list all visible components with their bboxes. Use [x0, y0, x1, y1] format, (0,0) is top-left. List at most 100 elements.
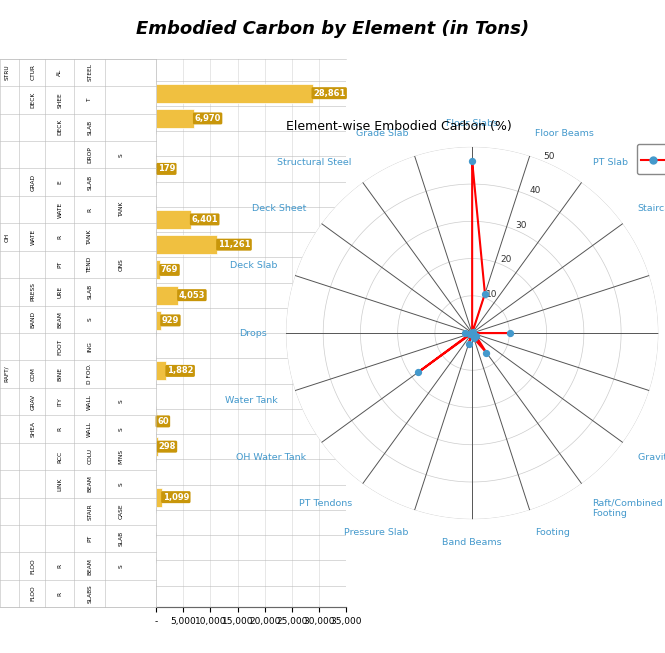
Text: 1,099: 1,099	[163, 492, 189, 502]
Text: SLAB: SLAB	[87, 174, 92, 190]
Text: DROP: DROP	[87, 146, 92, 163]
Text: STAIR: STAIR	[87, 503, 92, 520]
Text: S: S	[118, 482, 124, 486]
Text: SLAB: SLAB	[87, 119, 92, 135]
Text: FLOO: FLOO	[31, 558, 36, 574]
Text: TANK: TANK	[87, 229, 92, 245]
Text: WATE: WATE	[31, 229, 36, 245]
Bar	[156, 311, 162, 330]
Text: OH: OH	[4, 232, 9, 242]
Point	[467, 328, 477, 338]
Point	[481, 347, 491, 358]
Text: STRU: STRU	[4, 65, 9, 80]
Point	[467, 328, 477, 338]
Text: Deck Slab: Deck Slab	[230, 261, 277, 270]
Text: SHEE: SHEE	[57, 92, 63, 108]
Text: PT: PT	[57, 261, 63, 268]
Bar	[156, 286, 178, 305]
Bar	[156, 235, 217, 254]
Text: PT: PT	[87, 535, 92, 542]
Point	[467, 328, 477, 338]
Text: FLOO: FLOO	[31, 586, 36, 601]
Text: R: R	[57, 427, 63, 431]
Text: FOOT: FOOT	[57, 339, 63, 355]
Text: GRAD: GRAD	[31, 174, 36, 191]
Text: PRESS: PRESS	[31, 282, 36, 302]
Text: M'NS: M'NS	[118, 449, 124, 464]
Point	[464, 338, 474, 349]
Text: R: R	[57, 235, 63, 239]
Text: SLAB: SLAB	[118, 531, 124, 547]
Text: SHEA: SHEA	[31, 421, 36, 437]
Text: 929: 929	[162, 316, 179, 325]
Text: Footing: Footing	[535, 528, 571, 537]
Text: RCC: RCC	[57, 451, 63, 462]
Point	[505, 328, 515, 338]
Point	[465, 328, 475, 339]
Text: Floor Beams: Floor Beams	[535, 129, 595, 138]
Point	[467, 328, 477, 338]
Text: S: S	[87, 317, 92, 321]
Text: E: E	[57, 180, 63, 184]
Point	[412, 367, 423, 377]
Text: 11,261: 11,261	[217, 240, 250, 249]
Bar	[156, 159, 157, 178]
Text: 6,401: 6,401	[192, 215, 218, 224]
Text: CASE: CASE	[118, 503, 124, 519]
Text: 769: 769	[161, 265, 178, 274]
Point	[467, 328, 477, 338]
Text: Structural Steel: Structural Steel	[277, 158, 352, 167]
Text: Grade Slab: Grade Slab	[356, 129, 409, 138]
Bar	[156, 488, 162, 507]
Text: WALL: WALL	[87, 421, 92, 437]
Text: BEAM: BEAM	[87, 558, 92, 575]
Text: DECK: DECK	[57, 119, 63, 135]
Text: ITY: ITY	[57, 397, 63, 406]
Text: TANK: TANK	[118, 202, 124, 217]
Text: 179: 179	[158, 165, 175, 174]
Text: WATE: WATE	[57, 202, 63, 217]
Bar	[156, 437, 158, 456]
Text: R: R	[57, 592, 63, 596]
Text: Band Beams: Band Beams	[442, 538, 502, 547]
Text: GRAV: GRAV	[31, 394, 36, 409]
Text: AL: AL	[57, 69, 63, 76]
Bar	[156, 261, 160, 279]
Text: SLAB: SLAB	[87, 284, 92, 300]
Text: BEAM: BEAM	[57, 311, 63, 328]
Point	[467, 328, 477, 338]
Text: ING: ING	[87, 342, 92, 352]
Text: PT Slab: PT Slab	[593, 158, 628, 167]
Text: Raft/Combined
Footing: Raft/Combined Footing	[593, 499, 663, 518]
Point	[469, 333, 479, 343]
Text: WALL: WALL	[87, 394, 92, 409]
Text: SLABS: SLABS	[87, 584, 92, 603]
Text: COM: COM	[31, 367, 36, 381]
Text: OH Water Tank: OH Water Tank	[236, 453, 307, 462]
Point	[467, 328, 477, 338]
Text: Gravity Walls: Gravity Walls	[638, 453, 665, 462]
Point	[467, 328, 477, 338]
Bar	[156, 210, 191, 229]
Text: Staircase: Staircase	[638, 204, 665, 213]
Point	[479, 289, 490, 299]
Text: PT Tendons: PT Tendons	[299, 499, 352, 508]
Text: 1,882: 1,882	[167, 366, 194, 375]
Point	[467, 327, 478, 338]
Text: S: S	[118, 153, 124, 157]
Text: COLU: COLU	[87, 449, 92, 464]
Text: BEAM: BEAM	[87, 475, 92, 492]
Text: Pressure Slab: Pressure Slab	[344, 528, 409, 537]
Text: BAND: BAND	[31, 311, 36, 328]
Text: 60: 60	[157, 417, 169, 426]
Point	[460, 328, 471, 338]
Bar	[156, 84, 313, 103]
Text: Water Tank: Water Tank	[225, 396, 277, 406]
Text: Floor Slabs: Floor Slabs	[446, 119, 498, 128]
Text: T: T	[87, 98, 92, 102]
Text: URE: URE	[57, 286, 63, 298]
Text: 298: 298	[158, 442, 176, 451]
Text: BINE: BINE	[57, 367, 63, 381]
Text: Deck Sheet: Deck Sheet	[252, 204, 307, 213]
Text: R: R	[57, 564, 63, 568]
